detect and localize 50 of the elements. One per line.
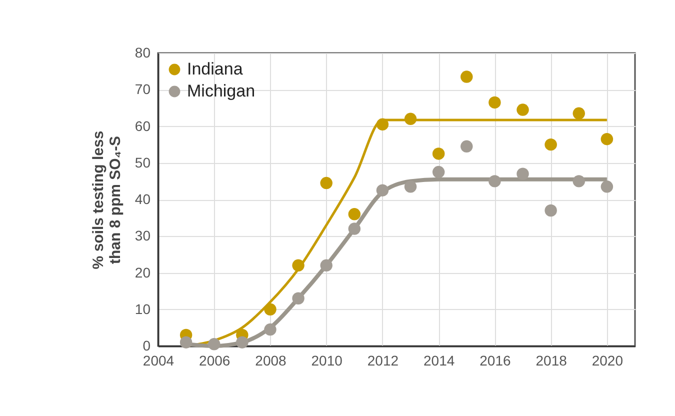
y-tick-label: 0 [142, 338, 151, 354]
point [600, 180, 614, 193]
point [404, 180, 417, 193]
y-tick-label: 10 [134, 300, 151, 317]
y-tick-label: 40 [134, 191, 151, 207]
x-tick-label: 2014 [424, 352, 455, 368]
point [376, 118, 389, 131]
legend-label: Indiana [187, 60, 244, 78]
x-tick-label: 2020 [592, 352, 624, 368]
point [348, 208, 361, 220]
y-tick-label: 60 [134, 118, 151, 134]
point [544, 138, 557, 151]
x-tick-label: 2008 [255, 352, 287, 368]
point [460, 140, 473, 153]
point [348, 222, 361, 235]
point [488, 175, 501, 188]
x-tick-label: 2016 [480, 352, 511, 368]
y-tick-label: 50 [134, 154, 151, 170]
y-axis-title: % soils testing less than 8 ppm SO₄-S [90, 130, 124, 270]
y-tick-label: 20 [134, 264, 151, 280]
point [516, 168, 529, 180]
legend-label: Michigan [187, 82, 256, 100]
point [180, 336, 192, 348]
point [292, 259, 304, 272]
y-tick-label: 70 [134, 81, 151, 98]
x-tick-label: 2004 [142, 352, 174, 368]
point [600, 132, 614, 146]
x-tick-label: 2012 [367, 352, 399, 368]
point [404, 112, 417, 126]
point [544, 204, 557, 217]
point [488, 96, 501, 109]
point [516, 104, 529, 116]
point [320, 176, 332, 190]
point [264, 303, 276, 316]
point [432, 166, 445, 178]
x-tick-label: 2010 [311, 352, 343, 368]
point [320, 259, 332, 272]
point [572, 107, 586, 120]
y-tick-label: 80 [134, 44, 151, 60]
point [460, 70, 473, 83]
point [292, 292, 304, 304]
point [432, 148, 445, 160]
point [376, 184, 389, 196]
y-tick-label: 30 [134, 228, 151, 244]
point [572, 175, 586, 188]
x-tick-label: 2006 [199, 352, 230, 368]
point [208, 338, 220, 350]
x-tick-label: 2018 [536, 352, 568, 368]
point [236, 336, 248, 348]
point [264, 323, 276, 336]
